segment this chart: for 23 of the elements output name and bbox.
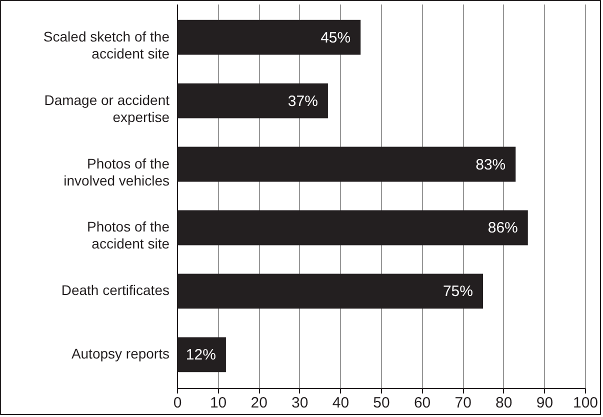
x-tick-label: 70 (454, 394, 472, 412)
x-tick-label: 40 (332, 394, 350, 412)
x-tick-label: 50 (373, 394, 390, 412)
data-label: 83% (476, 156, 506, 174)
x-tick-label: 0 (173, 394, 182, 412)
y-tick-label: Scaled sketch of the accident site (43, 28, 170, 62)
x-tick-label: 20 (250, 394, 268, 412)
x-tick-label: 30 (292, 394, 308, 412)
data-label: 86% (488, 220, 518, 237)
x-tick-label: 100 (572, 394, 598, 412)
y-tick-label: Photos of the involved vehicles (64, 155, 170, 188)
x-tick-label: 80 (496, 394, 512, 412)
data-label: 12% (186, 346, 216, 364)
data-label: 75% (442, 283, 473, 300)
y-tick-label: Autopsy reports (71, 346, 170, 362)
data-label: 37% (288, 92, 318, 110)
y-tick-label: Death certificates (61, 282, 170, 298)
data-label: 45% (320, 29, 351, 46)
x-tick-label: 90 (536, 394, 554, 412)
x-tick-label: 60 (414, 394, 431, 412)
x-tick-label: 10 (210, 394, 227, 412)
y-tick-label: Photos of the accident site (86, 218, 170, 252)
y-tick-label: Damage or accident expertise (44, 92, 170, 125)
